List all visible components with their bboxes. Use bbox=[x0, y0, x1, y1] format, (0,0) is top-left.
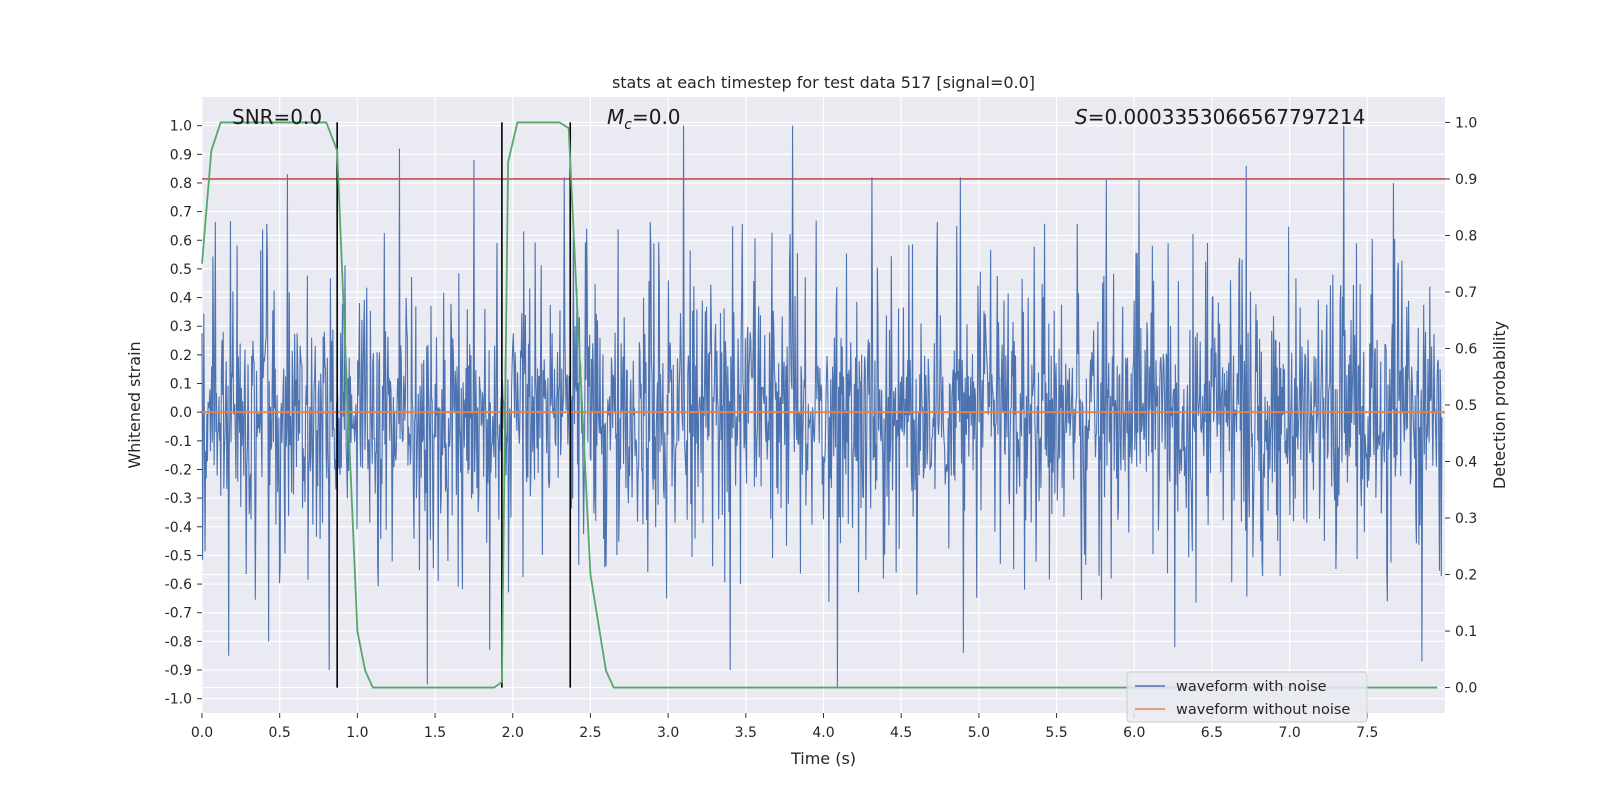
chart-title: stats at each timestep for test data 517… bbox=[612, 73, 1035, 92]
detection-probability-line bbox=[201, 121, 1438, 689]
x-tick-label: 2.0 bbox=[502, 725, 524, 741]
tick-labels: 0.0 0.5 1.0 1.5 2.0 2.5 3.0 3.5 4.0 4.5 5.0 5.5 6.0 6… bbox=[165, 115, 1478, 741]
y2-tick-label: 0.4 bbox=[1455, 455, 1477, 471]
legend-label-waveform-without-noise: waveform without noise bbox=[1176, 702, 1350, 718]
x-tick-label: 0.0 bbox=[191, 725, 213, 741]
x-tick-label: 0.5 bbox=[269, 725, 291, 741]
y-tick-label: -0.2 bbox=[165, 462, 192, 478]
score-value: =0.0003353066567797214 bbox=[1088, 105, 1366, 129]
y-tick-label: -0.4 bbox=[165, 520, 192, 536]
y-tick-label: 0.1 bbox=[170, 377, 192, 393]
y2-tick-label: 0.9 bbox=[1455, 172, 1477, 188]
legend-box bbox=[1126, 671, 1368, 723]
x-tick-label: 2.5 bbox=[579, 725, 601, 741]
snr-annotation: SNR=0.0 bbox=[232, 105, 322, 129]
y-tick-label: -0.6 bbox=[165, 577, 192, 593]
y2-tick-label: 0.8 bbox=[1455, 228, 1477, 244]
legend-label-waveform-with-noise: waveform with noise bbox=[1176, 679, 1327, 695]
legend: waveform with noise waveform without noi… bbox=[1126, 671, 1368, 723]
x-tick-label: 4.0 bbox=[812, 725, 834, 741]
x-tick-label: 6.5 bbox=[1201, 725, 1223, 741]
y-tick-label: -0.9 bbox=[165, 663, 192, 679]
y-tick-label: -0.7 bbox=[165, 606, 192, 622]
y-tick-label: 0.5 bbox=[170, 262, 192, 278]
y2-tick-label: 0.5 bbox=[1455, 398, 1477, 414]
x-tick-label: 7.0 bbox=[1278, 725, 1300, 741]
chirp-mass-value: =0.0 bbox=[632, 105, 681, 129]
chirp-mass-annotation: Mc=0.0 bbox=[607, 105, 681, 133]
waveform-with-noise-line bbox=[201, 125, 1443, 688]
x-tick-label: 1.5 bbox=[424, 725, 446, 741]
x-tick-label: 5.5 bbox=[1045, 725, 1067, 741]
y2-tick-label: 0.7 bbox=[1455, 285, 1477, 301]
y-tick-label: 0.2 bbox=[170, 348, 192, 364]
x-tick-label: 5.0 bbox=[968, 725, 990, 741]
x-tick-label: 4.5 bbox=[890, 725, 912, 741]
score-symbol: S bbox=[1075, 105, 1088, 129]
y-tick-label: 0.4 bbox=[170, 291, 192, 307]
y-tick-label: 0.3 bbox=[170, 319, 192, 335]
y2-tick-label: 0.1 bbox=[1455, 624, 1477, 640]
x-tick-label: 3.5 bbox=[735, 725, 757, 741]
x-tick-label: 7.5 bbox=[1356, 725, 1378, 741]
y-tick-label: -0.8 bbox=[165, 634, 192, 650]
score-annotation: S=0.0003353066567797214 bbox=[1075, 105, 1365, 129]
y-tick-label: 1.0 bbox=[170, 119, 192, 135]
y-axis-label: Whitened strain bbox=[125, 341, 144, 468]
y2-tick-label: 1.0 bbox=[1455, 115, 1477, 131]
y-tick-label: 0.8 bbox=[170, 176, 192, 192]
y-tick-label: -0.1 bbox=[165, 434, 192, 450]
x-tick-label: 1.0 bbox=[346, 725, 368, 741]
overlay-lines bbox=[202, 122, 1445, 688]
y2-tick-label: 0.2 bbox=[1455, 568, 1477, 584]
waveform-with-noise-series bbox=[201, 125, 1443, 688]
detection-probability-series bbox=[201, 121, 1438, 689]
y-tick-label: -0.3 bbox=[165, 491, 192, 507]
y-tick-label: 0.9 bbox=[170, 147, 192, 163]
y-tick-label: -0.5 bbox=[165, 548, 192, 564]
y2-tick-label: 0.6 bbox=[1455, 341, 1477, 357]
x-axis-label: Time (s) bbox=[790, 749, 856, 768]
chirp-mass-symbol: M bbox=[607, 105, 624, 129]
y2-tick-label: 0.3 bbox=[1455, 511, 1477, 527]
y-tick-label: -1.0 bbox=[165, 692, 192, 708]
y-tick-label: 0.0 bbox=[170, 405, 192, 421]
x-tick-label: 3.0 bbox=[657, 725, 679, 741]
y-tick-label: 0.6 bbox=[170, 233, 192, 249]
y2-tick-label: 0.0 bbox=[1455, 681, 1477, 697]
y2-axis-label: Detection probability bbox=[1490, 321, 1509, 489]
y-tick-label: 0.7 bbox=[170, 205, 192, 221]
x-tick-label: 6.0 bbox=[1123, 725, 1145, 741]
chirp-mass-subscript: c bbox=[624, 117, 632, 133]
